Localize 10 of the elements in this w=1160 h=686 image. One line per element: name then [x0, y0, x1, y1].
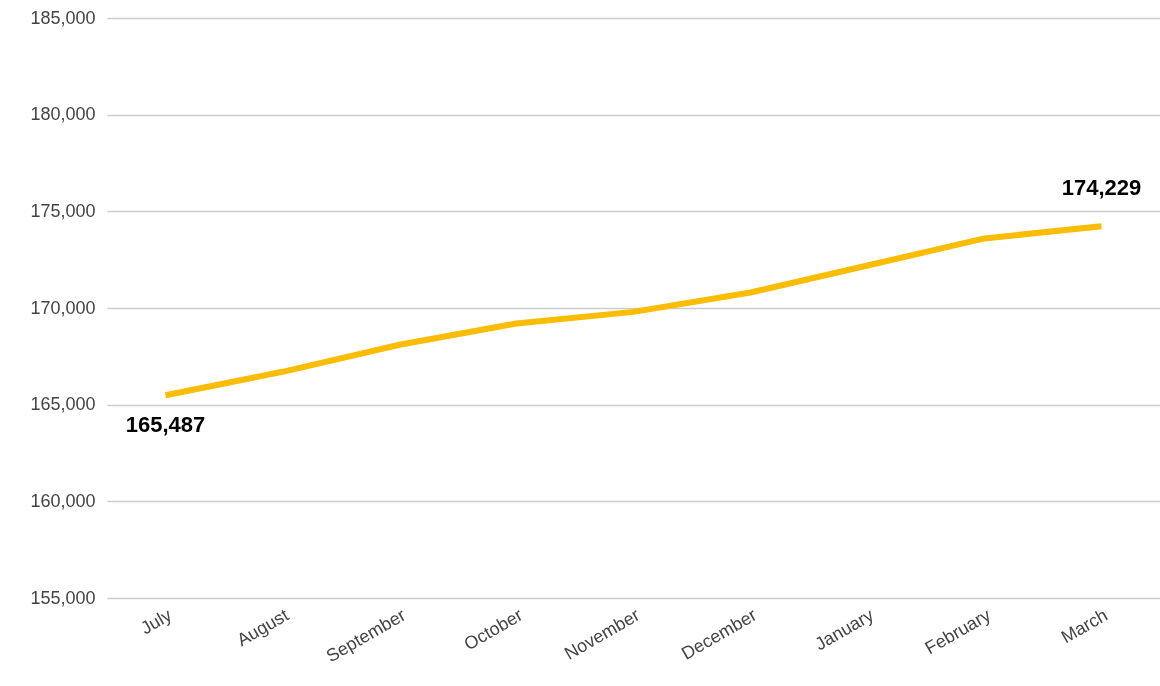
data-label: 174,229 [1061, 175, 1142, 201]
x-tick-label: July [137, 604, 175, 639]
y-tick-label: 160,000 [30, 490, 96, 511]
y-tick-label: 180,000 [30, 104, 96, 125]
y-tick-label: 155,000 [30, 587, 96, 608]
y-tick-label: 175,000 [30, 200, 96, 221]
y-tick-label: 185,000 [30, 7, 96, 28]
y-tick-label: 170,000 [30, 297, 96, 318]
y-tick-label: 165,000 [30, 394, 96, 415]
data-label: 165,487 [125, 412, 206, 438]
